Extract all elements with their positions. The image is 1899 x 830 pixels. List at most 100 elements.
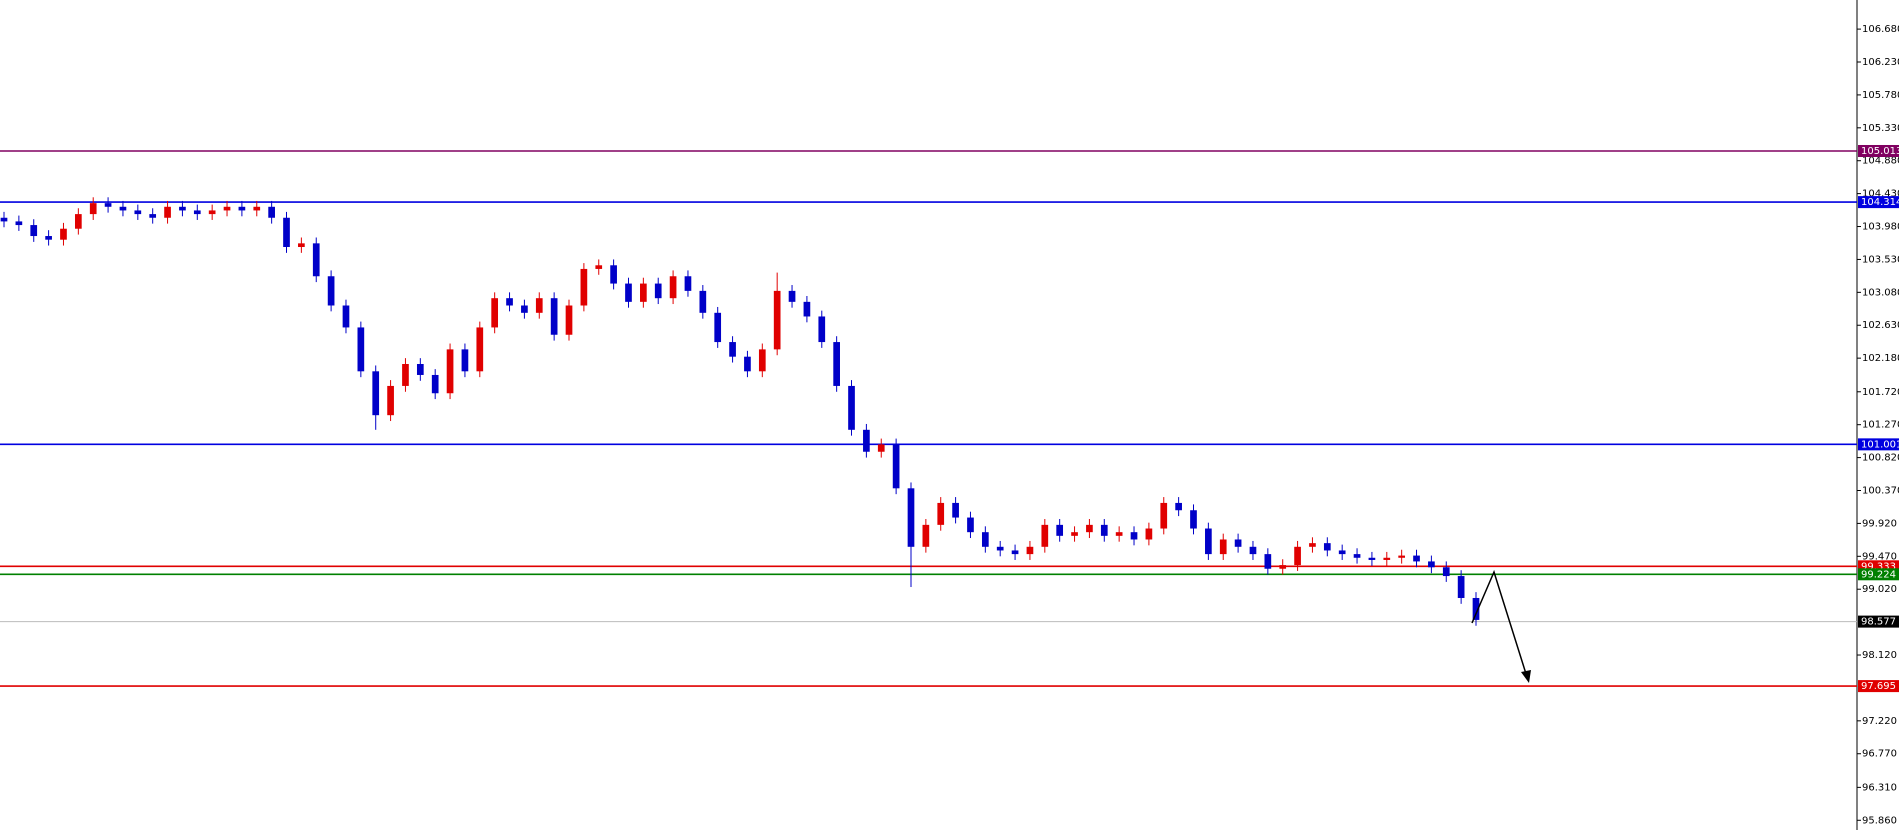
y-tick-label: 96.770 bbox=[1862, 749, 1897, 760]
candle-body bbox=[699, 290, 707, 313]
y-tick-label: 98.120 bbox=[1862, 650, 1897, 661]
candle-body bbox=[952, 502, 959, 518]
candle-body bbox=[1011, 550, 1019, 555]
candle-body bbox=[342, 305, 350, 328]
candle-body bbox=[1041, 524, 1049, 547]
candle-body bbox=[1279, 565, 1287, 569]
candle-body bbox=[758, 349, 766, 372]
candle-body bbox=[179, 206, 186, 211]
candle-body bbox=[1457, 576, 1465, 598]
candle-body bbox=[535, 298, 543, 313]
level-label-box bbox=[1858, 615, 1899, 628]
candle-body bbox=[595, 265, 603, 269]
candle-body bbox=[1264, 554, 1272, 569]
candle-body bbox=[729, 342, 736, 357]
candle-body bbox=[1115, 532, 1123, 536]
candle-body bbox=[996, 546, 1004, 551]
candle-body bbox=[863, 429, 870, 452]
candle-body bbox=[1026, 546, 1034, 555]
candle-body bbox=[30, 225, 38, 237]
candle-body bbox=[431, 374, 439, 394]
level-label-box bbox=[1858, 144, 1899, 157]
y-tick-label: 99.020 bbox=[1862, 584, 1897, 595]
candle-body bbox=[119, 206, 127, 211]
candle-body bbox=[1234, 539, 1242, 547]
candle-body bbox=[0, 217, 8, 222]
candle-body bbox=[1413, 555, 1420, 562]
candle-body bbox=[283, 217, 290, 248]
candle-body bbox=[521, 305, 528, 313]
level-label: 98.577 bbox=[1861, 617, 1896, 628]
candle-body bbox=[104, 203, 112, 207]
y-tick-label: 99.470 bbox=[1862, 551, 1897, 562]
candle-body bbox=[74, 214, 82, 229]
candle-body bbox=[714, 312, 722, 343]
y-tick-label: 103.980 bbox=[1862, 222, 1899, 233]
candle-body bbox=[1442, 567, 1450, 577]
candle-body bbox=[610, 265, 617, 284]
candle-body bbox=[506, 298, 513, 306]
candle-body bbox=[1205, 528, 1212, 555]
candle-body bbox=[1056, 524, 1064, 536]
y-tick-label: 100.820 bbox=[1862, 453, 1899, 464]
candle-body bbox=[1071, 532, 1078, 536]
candle-body bbox=[223, 206, 231, 211]
level-label: 105.013 bbox=[1861, 146, 1899, 157]
candle-body bbox=[1353, 554, 1361, 558]
candle-body bbox=[491, 298, 499, 328]
candle-body bbox=[818, 316, 826, 343]
level-label-box bbox=[1858, 680, 1899, 693]
candle-body bbox=[15, 221, 23, 226]
candle-body bbox=[268, 206, 275, 218]
candle-body bbox=[402, 363, 409, 386]
candle-body bbox=[476, 327, 484, 372]
candle-body bbox=[60, 228, 67, 240]
candle-body bbox=[565, 305, 573, 335]
candle-body bbox=[981, 532, 989, 547]
candle-body bbox=[1472, 597, 1480, 620]
candle-body bbox=[327, 276, 335, 306]
candle-body bbox=[803, 301, 811, 317]
candle-body bbox=[1100, 524, 1108, 536]
candle-body bbox=[1428, 561, 1435, 568]
y-tick-label: 105.780 bbox=[1862, 90, 1899, 101]
candle-body bbox=[907, 488, 915, 547]
candle-body bbox=[164, 206, 171, 218]
candle-body bbox=[193, 210, 201, 215]
y-tick-label: 104.880 bbox=[1862, 156, 1899, 167]
candle-body bbox=[654, 283, 662, 299]
candle-body bbox=[1175, 502, 1182, 511]
candle-body bbox=[1323, 543, 1331, 551]
candle-body bbox=[372, 371, 380, 416]
y-tick-label: 106.230 bbox=[1862, 57, 1899, 68]
candle-body bbox=[134, 210, 142, 215]
y-tick-label: 100.370 bbox=[1862, 485, 1899, 496]
y-tick-label: 96.310 bbox=[1862, 782, 1897, 793]
y-tick-label: 99.920 bbox=[1862, 518, 1897, 529]
candle-body bbox=[208, 210, 216, 215]
level-label-box bbox=[1858, 438, 1899, 451]
candle-body bbox=[1368, 557, 1376, 560]
candle-body bbox=[744, 356, 751, 372]
candle-body bbox=[1190, 510, 1197, 529]
candle-body bbox=[253, 206, 261, 211]
y-tick-label: 102.180 bbox=[1862, 353, 1899, 364]
level-label-box bbox=[1858, 196, 1899, 209]
candle-body bbox=[892, 444, 900, 489]
candle-body bbox=[446, 349, 454, 394]
candle-body bbox=[833, 342, 840, 386]
candle-body bbox=[550, 298, 558, 335]
candle-body bbox=[1219, 539, 1227, 555]
y-tick-label: 106.680 bbox=[1862, 24, 1899, 35]
candle-body bbox=[1383, 557, 1391, 560]
y-tick-label: 103.530 bbox=[1862, 254, 1899, 265]
candle-body bbox=[1309, 543, 1316, 547]
candle-body bbox=[1145, 528, 1153, 540]
candle-body bbox=[89, 203, 97, 215]
y-tick-label: 101.270 bbox=[1862, 420, 1899, 431]
candle-body bbox=[1160, 502, 1168, 529]
y-tick-label: 97.220 bbox=[1862, 716, 1897, 727]
candle-body bbox=[149, 214, 157, 218]
candle-body bbox=[1398, 555, 1406, 558]
